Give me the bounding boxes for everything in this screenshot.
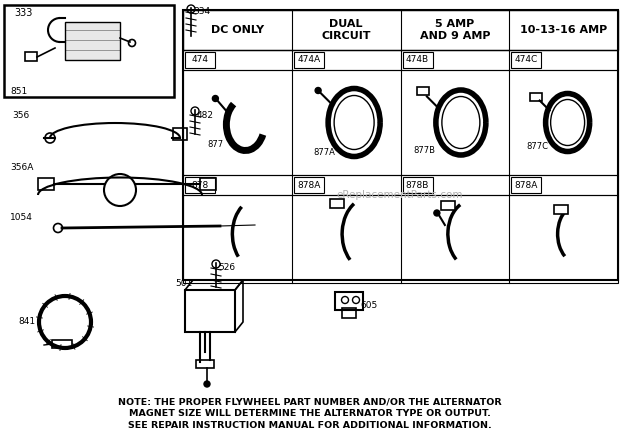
Bar: [183, 70, 618, 175]
Text: 474C: 474C: [515, 56, 538, 64]
Bar: [185, 52, 215, 68]
Text: 526: 526: [218, 264, 235, 272]
Text: MAGNET SIZE WILL DETERMINE THE ALTERNATOR TYPE OR OUTPUT.: MAGNET SIZE WILL DETERMINE THE ALTERNATO…: [129, 410, 491, 418]
Text: 877A: 877A: [313, 148, 335, 157]
Bar: [335, 292, 363, 310]
Bar: [554, 205, 568, 214]
Text: 356A: 356A: [10, 163, 33, 173]
Bar: [4, 5, 174, 97]
Text: 5 AMP
AND 9 AMP: 5 AMP AND 9 AMP: [420, 19, 490, 41]
Text: 851: 851: [10, 86, 27, 95]
Bar: [25, 52, 37, 61]
Bar: [402, 52, 433, 68]
Text: 877: 877: [207, 140, 223, 149]
Text: 878: 878: [192, 180, 208, 190]
Circle shape: [315, 88, 321, 93]
Bar: [342, 308, 356, 318]
Text: 333: 333: [14, 8, 32, 18]
Text: eReplacementParts.com: eReplacementParts.com: [337, 190, 463, 200]
Bar: [185, 177, 215, 193]
Bar: [183, 50, 618, 70]
Text: 878B: 878B: [406, 180, 429, 190]
Text: NOTE: THE PROPER FLYWHEEL PART NUMBER AND/OR THE ALTERNATOR: NOTE: THE PROPER FLYWHEEL PART NUMBER AN…: [118, 398, 502, 406]
Bar: [52, 340, 72, 348]
Text: 605: 605: [360, 300, 377, 310]
Text: 877C: 877C: [526, 142, 549, 151]
Bar: [183, 10, 618, 280]
Text: 474: 474: [192, 56, 208, 64]
Bar: [65, 22, 120, 60]
Bar: [417, 86, 429, 95]
Bar: [512, 177, 541, 193]
Text: 474A: 474A: [297, 56, 321, 64]
Bar: [512, 52, 541, 68]
Bar: [183, 10, 618, 50]
Text: 474B: 474B: [406, 56, 429, 64]
Bar: [529, 92, 542, 100]
Text: 482: 482: [197, 110, 214, 120]
Text: 1054: 1054: [10, 213, 33, 223]
Circle shape: [204, 381, 210, 387]
Bar: [183, 175, 618, 195]
Bar: [196, 360, 214, 368]
Text: 878A: 878A: [297, 180, 321, 190]
Text: 334: 334: [193, 7, 210, 17]
Bar: [402, 177, 433, 193]
Circle shape: [434, 210, 440, 216]
Text: SEE REPAIR INSTRUCTION MANUAL FOR ADDITIONAL INFORMATION.: SEE REPAIR INSTRUCTION MANUAL FOR ADDITI…: [128, 421, 492, 431]
Text: 356: 356: [12, 110, 29, 120]
Bar: [38, 178, 54, 190]
Text: 841: 841: [18, 318, 35, 326]
Text: DUAL
CIRCUIT: DUAL CIRCUIT: [321, 19, 371, 41]
Bar: [183, 195, 618, 283]
Text: DC ONLY: DC ONLY: [211, 25, 264, 35]
Circle shape: [213, 95, 218, 102]
Bar: [330, 199, 344, 208]
Bar: [294, 52, 324, 68]
Bar: [441, 201, 455, 210]
Bar: [294, 177, 324, 193]
Text: 501: 501: [175, 279, 192, 287]
Bar: [185, 290, 235, 332]
Bar: [200, 178, 216, 190]
Bar: [173, 128, 187, 140]
Text: 878A: 878A: [515, 180, 538, 190]
Text: 877B: 877B: [414, 146, 436, 155]
Text: 10-13-16 AMP: 10-13-16 AMP: [520, 25, 607, 35]
